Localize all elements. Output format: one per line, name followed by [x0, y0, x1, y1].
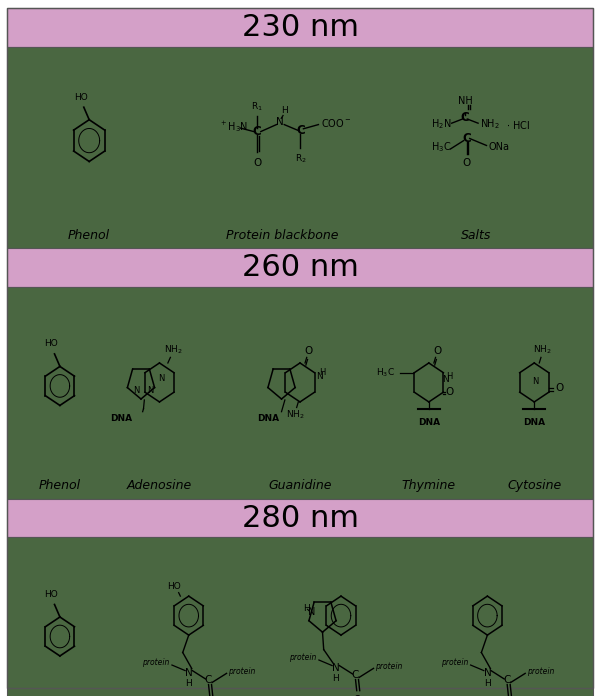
Text: DNA: DNA [257, 413, 279, 422]
Text: O: O [353, 695, 361, 696]
Text: protein: protein [441, 658, 468, 667]
Text: Cytosine: Cytosine [507, 479, 562, 492]
Text: H: H [185, 679, 192, 688]
Bar [7, 47, 593, 248]
Text: protein: protein [289, 654, 317, 663]
Text: Protein blackbone: Protein blackbone [226, 228, 338, 242]
Text: Thymine: Thymine [402, 479, 456, 492]
Text: protein: protein [527, 667, 554, 676]
Text: C: C [461, 111, 469, 124]
Text: 230 nm: 230 nm [241, 13, 359, 42]
Text: HO: HO [44, 590, 58, 599]
Text: C: C [463, 132, 471, 145]
Text: $^+$H$_3$N: $^+$H$_3$N [220, 119, 248, 134]
Text: H: H [281, 106, 288, 115]
Text: N: N [332, 663, 340, 673]
Text: NH$_2$: NH$_2$ [164, 344, 182, 356]
Text: O: O [253, 158, 262, 168]
Text: N: N [484, 668, 491, 679]
Text: DNA: DNA [523, 418, 545, 427]
Bar [7, 248, 593, 287]
Text: N: N [134, 386, 140, 395]
Text: Adenosine: Adenosine [127, 479, 192, 492]
Text: O: O [555, 383, 563, 393]
Text: N: N [308, 608, 316, 617]
Text: C: C [503, 675, 511, 686]
Text: H$_3$C: H$_3$C [431, 141, 451, 155]
Text: N: N [147, 386, 154, 395]
Bar [7, 499, 593, 537]
Text: ONa: ONa [489, 142, 510, 152]
Text: H: H [446, 372, 452, 381]
Text: C: C [205, 675, 212, 686]
Text: protein: protein [376, 662, 403, 671]
Text: 280 nm: 280 nm [241, 504, 359, 532]
Bar [7, 287, 593, 499]
Text: H: H [332, 674, 339, 683]
Bar [7, 537, 593, 696]
Text: N: N [185, 668, 193, 679]
Text: H: H [319, 368, 326, 377]
Text: C: C [296, 124, 305, 136]
Text: DNA: DNA [110, 413, 133, 422]
Text: N: N [158, 374, 164, 383]
Text: Salts: Salts [460, 228, 491, 242]
Text: H$_2$N: H$_2$N [431, 118, 451, 132]
Text: O: O [463, 158, 471, 168]
Text: N: N [442, 375, 449, 384]
Text: Guanidine: Guanidine [268, 479, 332, 492]
Text: Phenol: Phenol [68, 228, 110, 242]
Text: N: N [532, 377, 538, 386]
Text: protein: protein [142, 658, 170, 667]
Text: O: O [304, 346, 313, 356]
Text: NH: NH [458, 96, 472, 106]
Text: $\cdot$ HCl: $\cdot$ HCl [506, 118, 530, 131]
Text: C: C [253, 125, 262, 138]
Text: DNA: DNA [418, 418, 440, 427]
Text: H: H [484, 679, 491, 688]
Text: O: O [446, 387, 454, 397]
Text: HO: HO [167, 582, 181, 590]
Text: H: H [304, 605, 310, 613]
Text: NH$_2$: NH$_2$ [533, 344, 552, 356]
Text: R$_2$: R$_2$ [295, 152, 307, 165]
Text: C: C [352, 670, 359, 680]
Text: HO: HO [74, 93, 88, 102]
Text: protein: protein [229, 667, 256, 676]
Text: NH$_2$: NH$_2$ [481, 118, 500, 132]
Text: R$_1$: R$_1$ [251, 100, 263, 113]
Text: 260 nm: 260 nm [242, 253, 358, 282]
Text: Phenol: Phenol [39, 479, 81, 492]
Text: HO: HO [44, 340, 58, 348]
Bar [7, 8, 593, 47]
Text: COO$^-$: COO$^-$ [322, 117, 352, 129]
Text: N: N [275, 117, 283, 127]
Text: N: N [316, 372, 323, 381]
Text: NH$_2$: NH$_2$ [286, 409, 304, 421]
Text: H$_3$C: H$_3$C [376, 367, 395, 379]
Text: O: O [433, 346, 442, 356]
